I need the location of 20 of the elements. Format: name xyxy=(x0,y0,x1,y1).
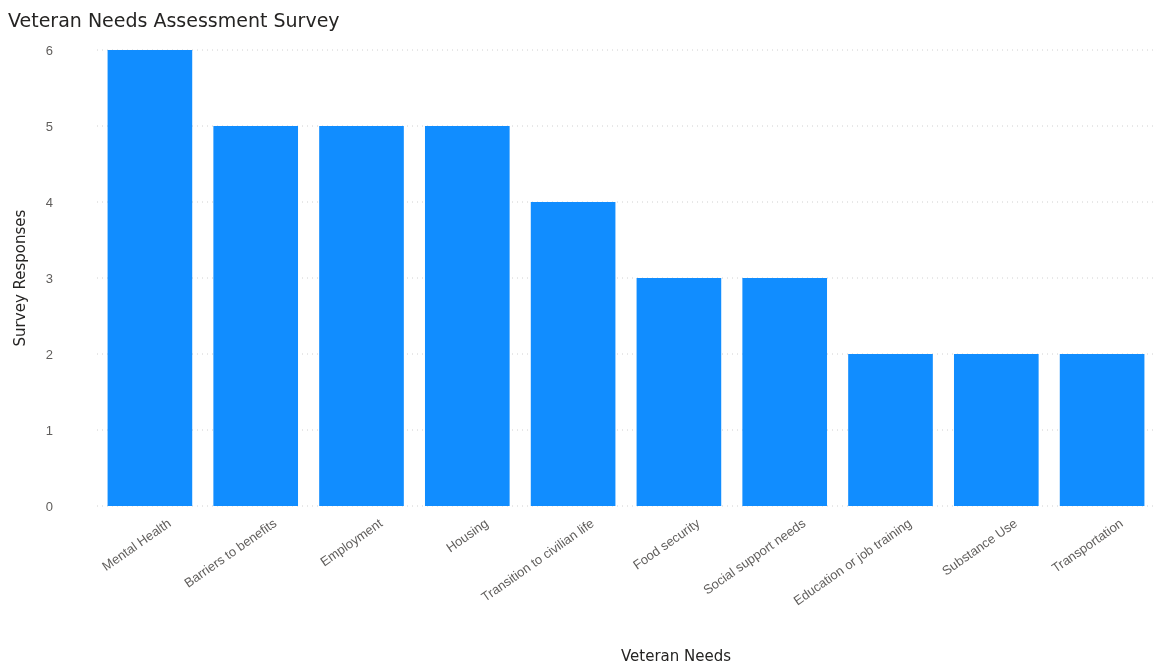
bar xyxy=(1059,354,1145,506)
bar xyxy=(742,278,828,506)
bar xyxy=(319,126,404,506)
chart-title: Veteran Needs Assessment Survey xyxy=(8,9,340,31)
y-tick-label: 4 xyxy=(45,194,53,210)
bar xyxy=(213,126,299,506)
y-tick-label: 5 xyxy=(45,118,53,134)
bar xyxy=(530,202,616,506)
bar xyxy=(107,50,193,506)
y-tick-label: 0 xyxy=(45,498,53,514)
bar xyxy=(424,126,510,506)
x-axis-title: Veteran Needs xyxy=(620,647,732,665)
bar xyxy=(848,354,933,506)
y-tick-label: 2 xyxy=(45,346,53,362)
y-tick-label: 3 xyxy=(45,270,53,286)
bar xyxy=(953,354,1039,506)
bar xyxy=(636,278,722,506)
y-tick-label: 6 xyxy=(45,42,53,58)
y-axis-title: Survey Responses xyxy=(11,209,29,347)
y-tick-label: 1 xyxy=(45,422,53,438)
